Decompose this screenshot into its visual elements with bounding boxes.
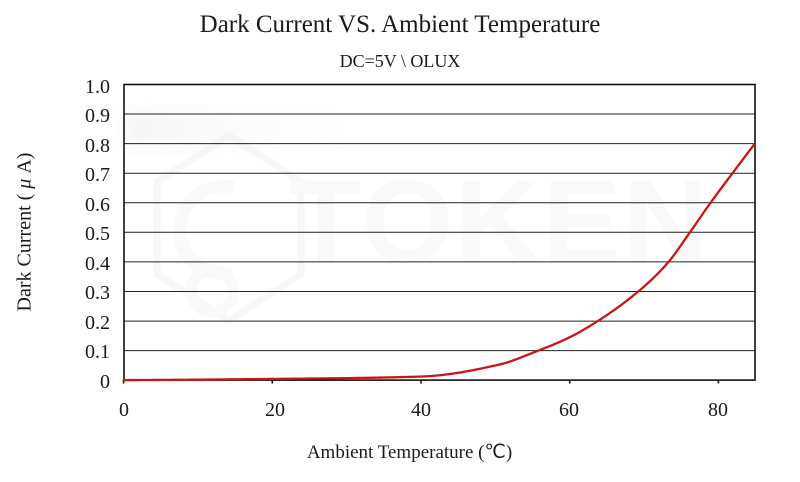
svg-text:TOKEN: TOKEN [290, 156, 711, 288]
